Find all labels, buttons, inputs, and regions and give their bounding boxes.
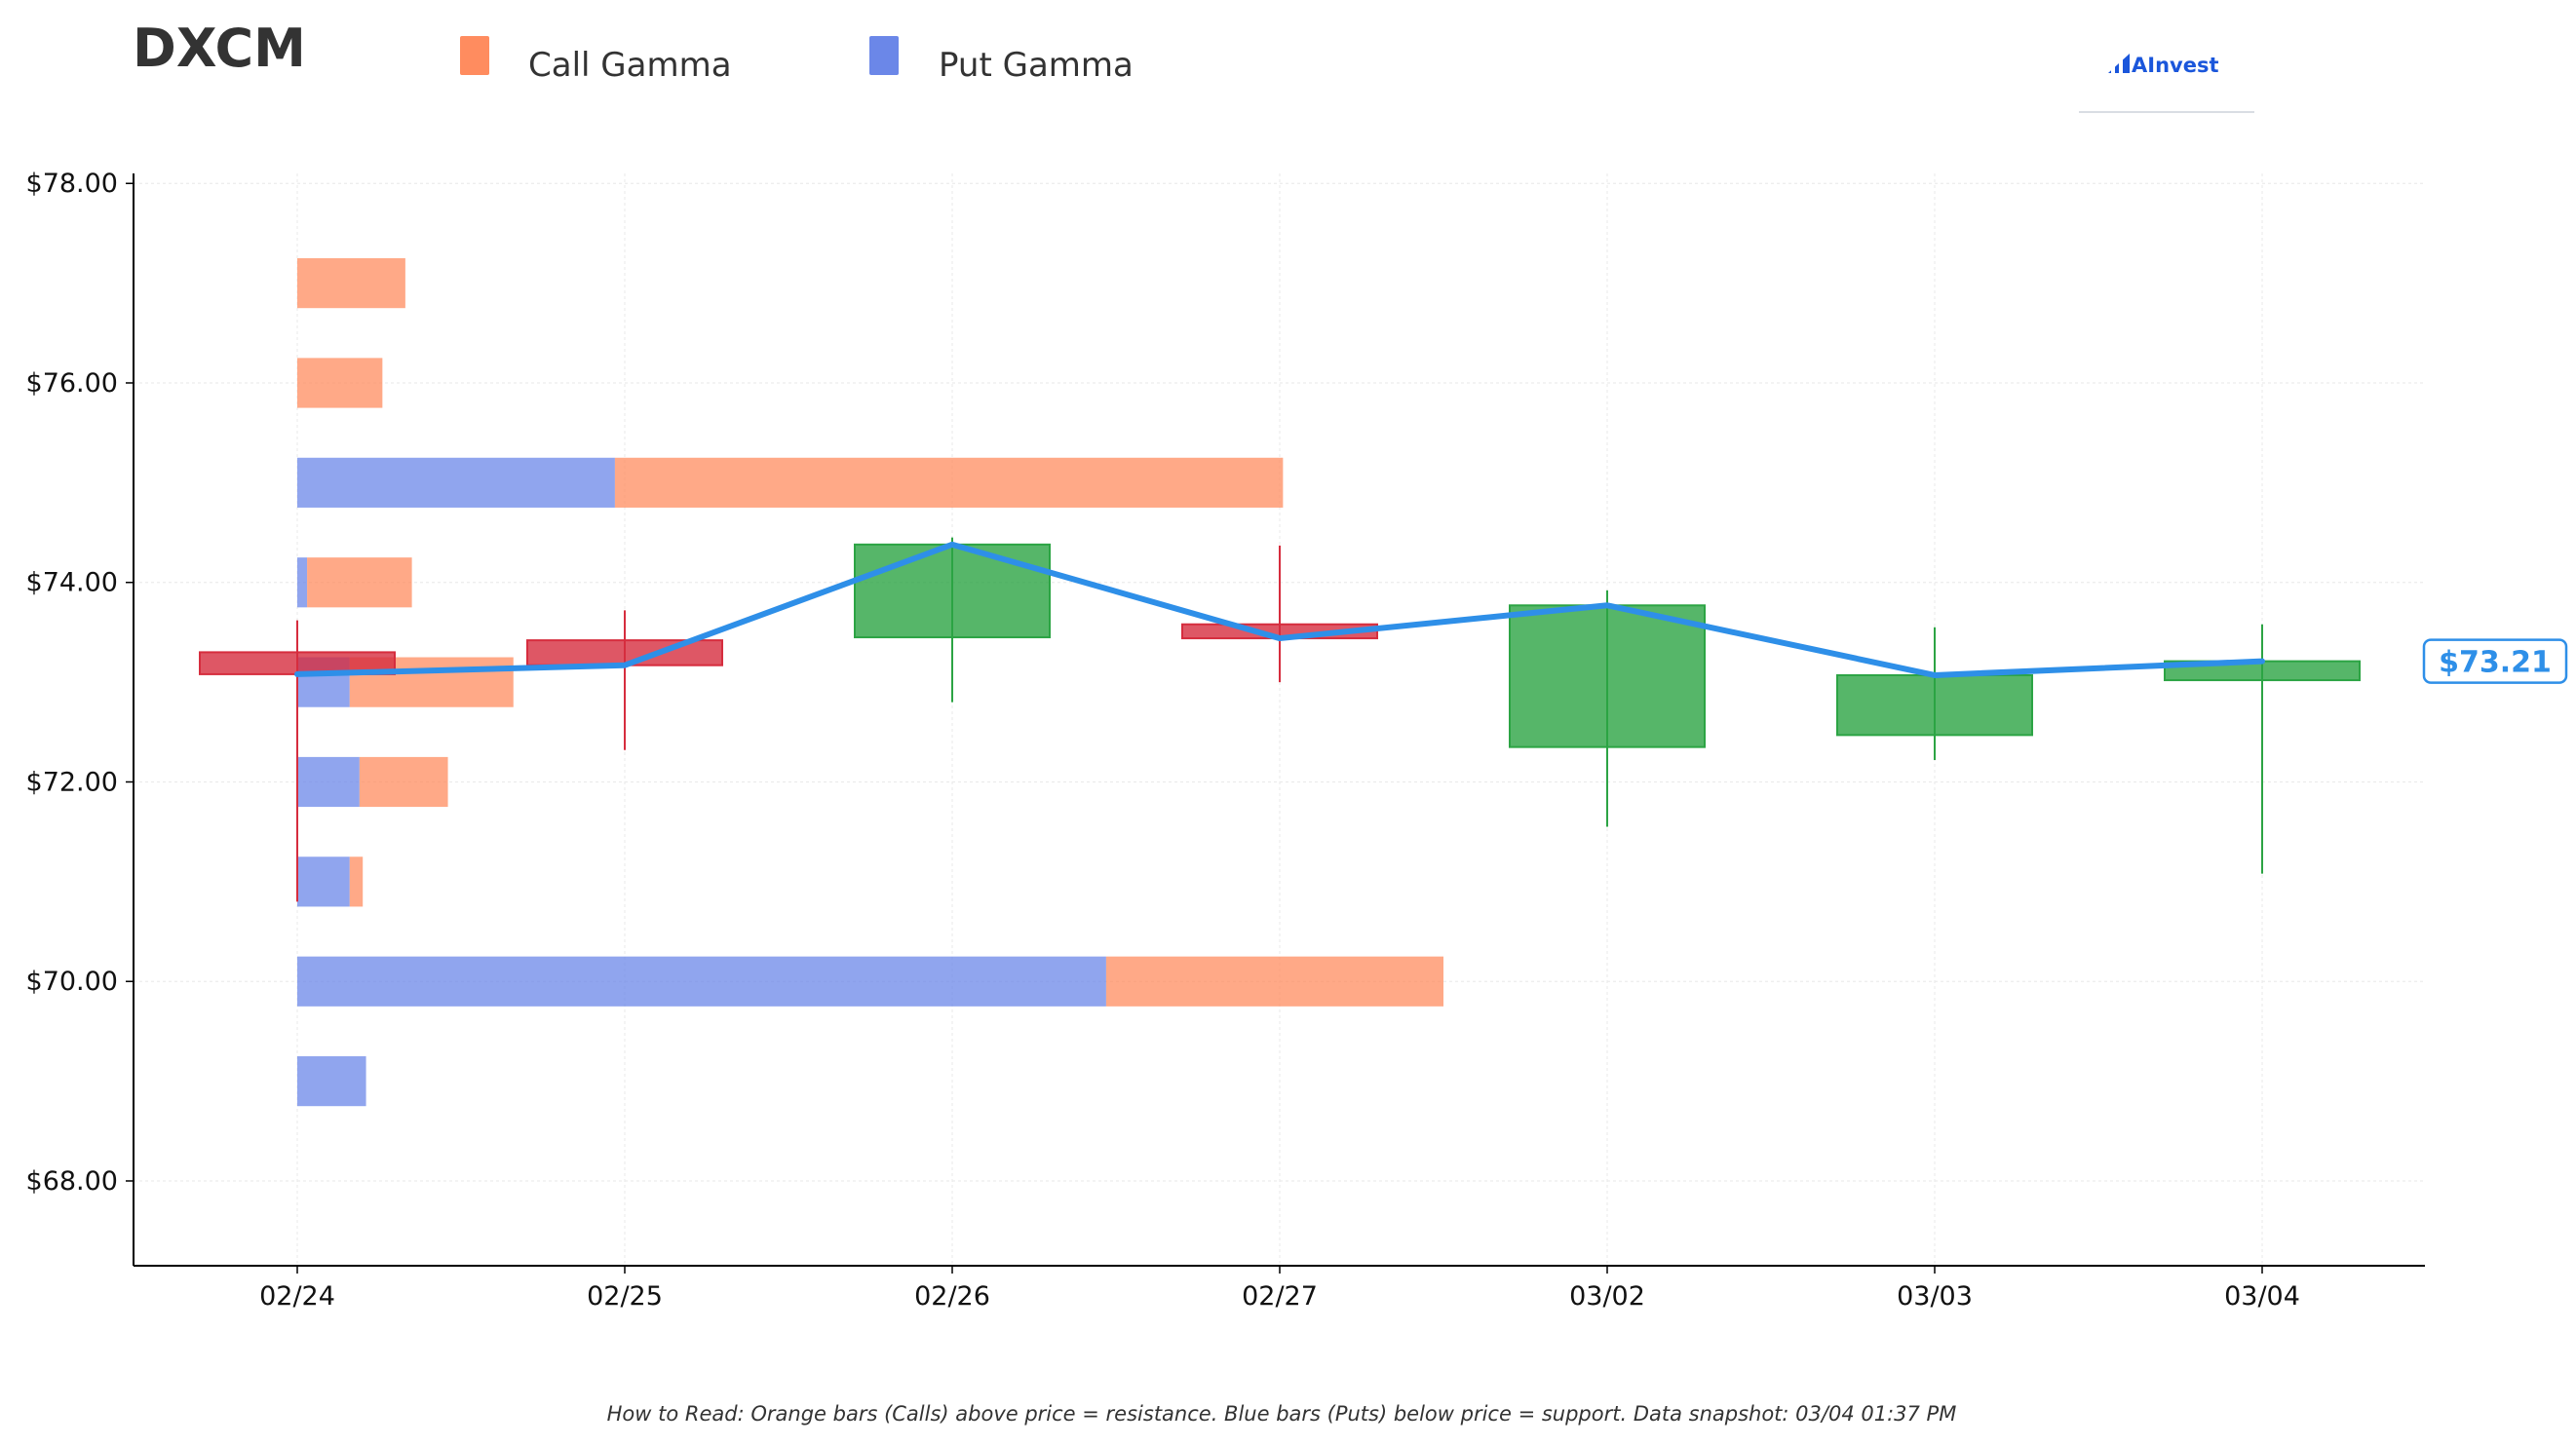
x-tick-label: 02/27 bbox=[1242, 1281, 1318, 1312]
gamma-bars bbox=[297, 258, 1443, 1107]
footer-note: How to Read: Orange bars (Calls) above p… bbox=[607, 1402, 1957, 1426]
put-gamma-bar bbox=[297, 856, 350, 907]
x-tick-label: 02/26 bbox=[914, 1281, 990, 1312]
y-tick-label: $72.00 bbox=[26, 767, 118, 797]
current-price-label: $73.21 bbox=[2439, 646, 2552, 680]
x-tick-label: 03/02 bbox=[1569, 1281, 1645, 1312]
call-gamma-bar bbox=[349, 856, 364, 907]
brand-logo: AInvest bbox=[2079, 54, 2254, 113]
y-tick-label: $68.00 bbox=[26, 1166, 118, 1197]
put-gamma-bar bbox=[297, 1056, 366, 1107]
call-gamma-bar bbox=[614, 457, 1284, 508]
candle-body bbox=[1509, 604, 1706, 748]
x-tick-label: 03/03 bbox=[1897, 1281, 1973, 1312]
ticker-title: DXCM bbox=[133, 18, 306, 79]
y-tick-label: $78.00 bbox=[26, 169, 118, 199]
call-gamma-bar bbox=[297, 258, 405, 309]
y-tick-label: $70.00 bbox=[26, 967, 118, 997]
put-gamma-bar bbox=[297, 557, 308, 608]
candle-body bbox=[1836, 673, 2033, 737]
x-tick-label: 02/25 bbox=[587, 1281, 663, 1312]
grid bbox=[134, 173, 2425, 1266]
call-gamma-bar bbox=[307, 557, 412, 608]
legend-put-swatch bbox=[869, 36, 899, 75]
candle-body bbox=[854, 543, 1051, 639]
y-tick-label: $74.00 bbox=[26, 568, 118, 598]
x-tick-label: 02/24 bbox=[259, 1281, 335, 1312]
legend-call-swatch bbox=[460, 36, 489, 75]
x-axis-ticks: 02/24 02/25 02/26 02/27 03/02 03/03 03/04 bbox=[259, 1266, 2300, 1312]
put-gamma-bar bbox=[297, 756, 360, 808]
call-gamma-bar bbox=[297, 358, 383, 408]
current-price-badge: $73.21 bbox=[2422, 638, 2568, 684]
legend-put-label: Put Gamma bbox=[939, 46, 1134, 85]
put-gamma-bar bbox=[297, 457, 615, 508]
call-gamma-bar bbox=[1105, 956, 1443, 1007]
put-gamma-bar bbox=[297, 956, 1106, 1007]
legend-call-label: Call Gamma bbox=[528, 46, 732, 85]
price-line bbox=[294, 541, 2265, 678]
candle-body bbox=[526, 639, 723, 666]
y-axis-ticks: $68.00 $70.00 $72.00 $74.00 $76.00 $78.00 bbox=[26, 169, 134, 1197]
candles bbox=[199, 537, 2361, 902]
y-tick-label: $76.00 bbox=[26, 368, 118, 399]
x-tick-label: 03/04 bbox=[2224, 1281, 2300, 1312]
call-gamma-bar bbox=[359, 756, 448, 808]
legend: Call Gamma Put Gamma bbox=[460, 36, 1134, 85]
close-price-line bbox=[294, 541, 2265, 678]
ainvest-logo-icon bbox=[2108, 54, 2130, 73]
brand-name: AInvest bbox=[2132, 54, 2219, 77]
